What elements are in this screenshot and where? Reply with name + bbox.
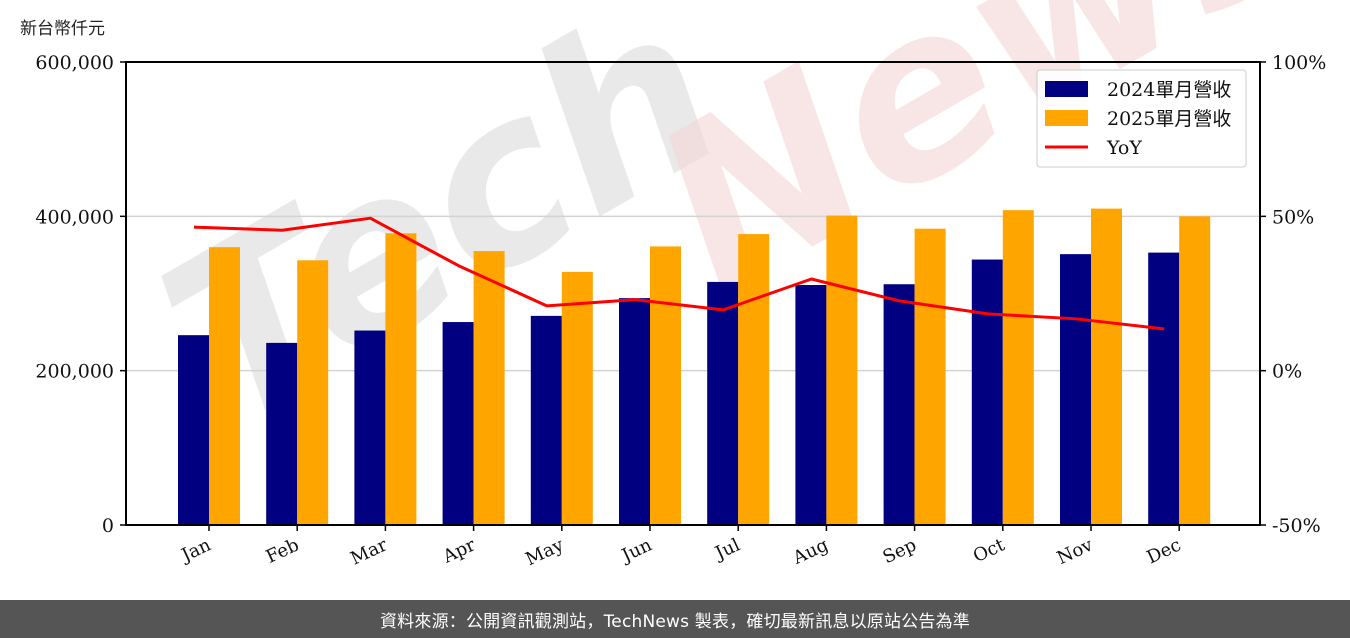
y-tick-label: 400,000 xyxy=(35,206,114,228)
yoy-line-series xyxy=(193,216,1165,331)
x-tick-label-feb: Feb xyxy=(263,534,302,567)
bar-2025-jul xyxy=(738,234,770,525)
x-tick-label-nov: Nov xyxy=(1054,534,1097,569)
bar-2024-jun xyxy=(619,298,650,525)
bar-2024-jul xyxy=(707,281,739,525)
y-tick-label: 600,000 xyxy=(35,52,114,74)
bar-2025-nov xyxy=(1091,208,1122,525)
legend-label: 2024單月營收 xyxy=(1107,79,1231,101)
y2-tick-label: 50% xyxy=(1272,206,1314,228)
x-tick-label-oct: Oct xyxy=(970,534,1009,567)
y2-tick-label: -50% xyxy=(1272,515,1321,537)
bar-2025-jan xyxy=(209,247,240,525)
x-tick-label-aug: Aug xyxy=(789,534,832,569)
bar-series xyxy=(178,208,1211,526)
bar-2025-feb xyxy=(297,260,329,525)
source-text: 資料來源：公開資訊觀測站，TechNews 製表，確切最新訊息以原站公告為準 xyxy=(379,611,970,632)
bar-2025-apr xyxy=(473,251,505,525)
bar-2024-sep xyxy=(883,284,915,525)
bar-2025-oct xyxy=(1002,210,1034,525)
yoy-line xyxy=(193,216,1165,331)
bar-2025-may xyxy=(561,271,593,525)
x-tick-label-jan: Jan xyxy=(177,534,215,567)
chart-legend: 2024單月營收 2025單月營收 YoY xyxy=(1036,69,1247,168)
revenue-chart: Tech News 0 200,000 400,000 600,000 -50% 0% 50%… xyxy=(35,0,1350,570)
bar-2024-feb xyxy=(266,342,298,525)
x-tick-label-dec: Dec xyxy=(1144,534,1185,568)
bar-2025-mar xyxy=(385,233,417,525)
legend-label: 2025單月營收 xyxy=(1107,108,1231,130)
bar-2024-dec xyxy=(1148,252,1180,525)
x-tick-label-apr: Apr xyxy=(439,534,479,568)
legend-label: YoY xyxy=(1106,137,1142,159)
y2-tick-label: 0% xyxy=(1272,361,1302,383)
bar-2024-may xyxy=(530,315,562,525)
x-tick-label-jul: Jul xyxy=(710,534,743,564)
bar-2024-oct xyxy=(971,259,1003,525)
bar-2024-mar xyxy=(354,330,386,525)
bar-2024-aug xyxy=(795,285,827,525)
bar-2024-jan xyxy=(178,335,209,525)
bar-2024-apr xyxy=(442,322,474,525)
y-tick-label: 0 xyxy=(102,515,114,537)
bar-2025-jun xyxy=(650,246,681,525)
bar-2024-nov xyxy=(1060,254,1091,525)
bar-2025-dec xyxy=(1179,216,1211,526)
bar-2025-aug xyxy=(826,215,858,526)
x-tick-label-mar: Mar xyxy=(347,534,390,569)
source-footer-banner: 資料來源：公開資訊觀測站，TechNews 製表，確切最新訊息以原站公告為準 xyxy=(0,600,1350,638)
x-tick-label-jun: Jun xyxy=(617,534,656,567)
y2-tick-label: 100% xyxy=(1272,52,1326,74)
x-tick-label-sep: Sep xyxy=(880,534,920,568)
y-tick-label: 200,000 xyxy=(35,361,114,383)
bar-2025-sep xyxy=(914,228,946,525)
y-axis-unit-label: 新台幣仟元 xyxy=(20,19,105,39)
x-tick-label-may: May xyxy=(522,534,567,570)
